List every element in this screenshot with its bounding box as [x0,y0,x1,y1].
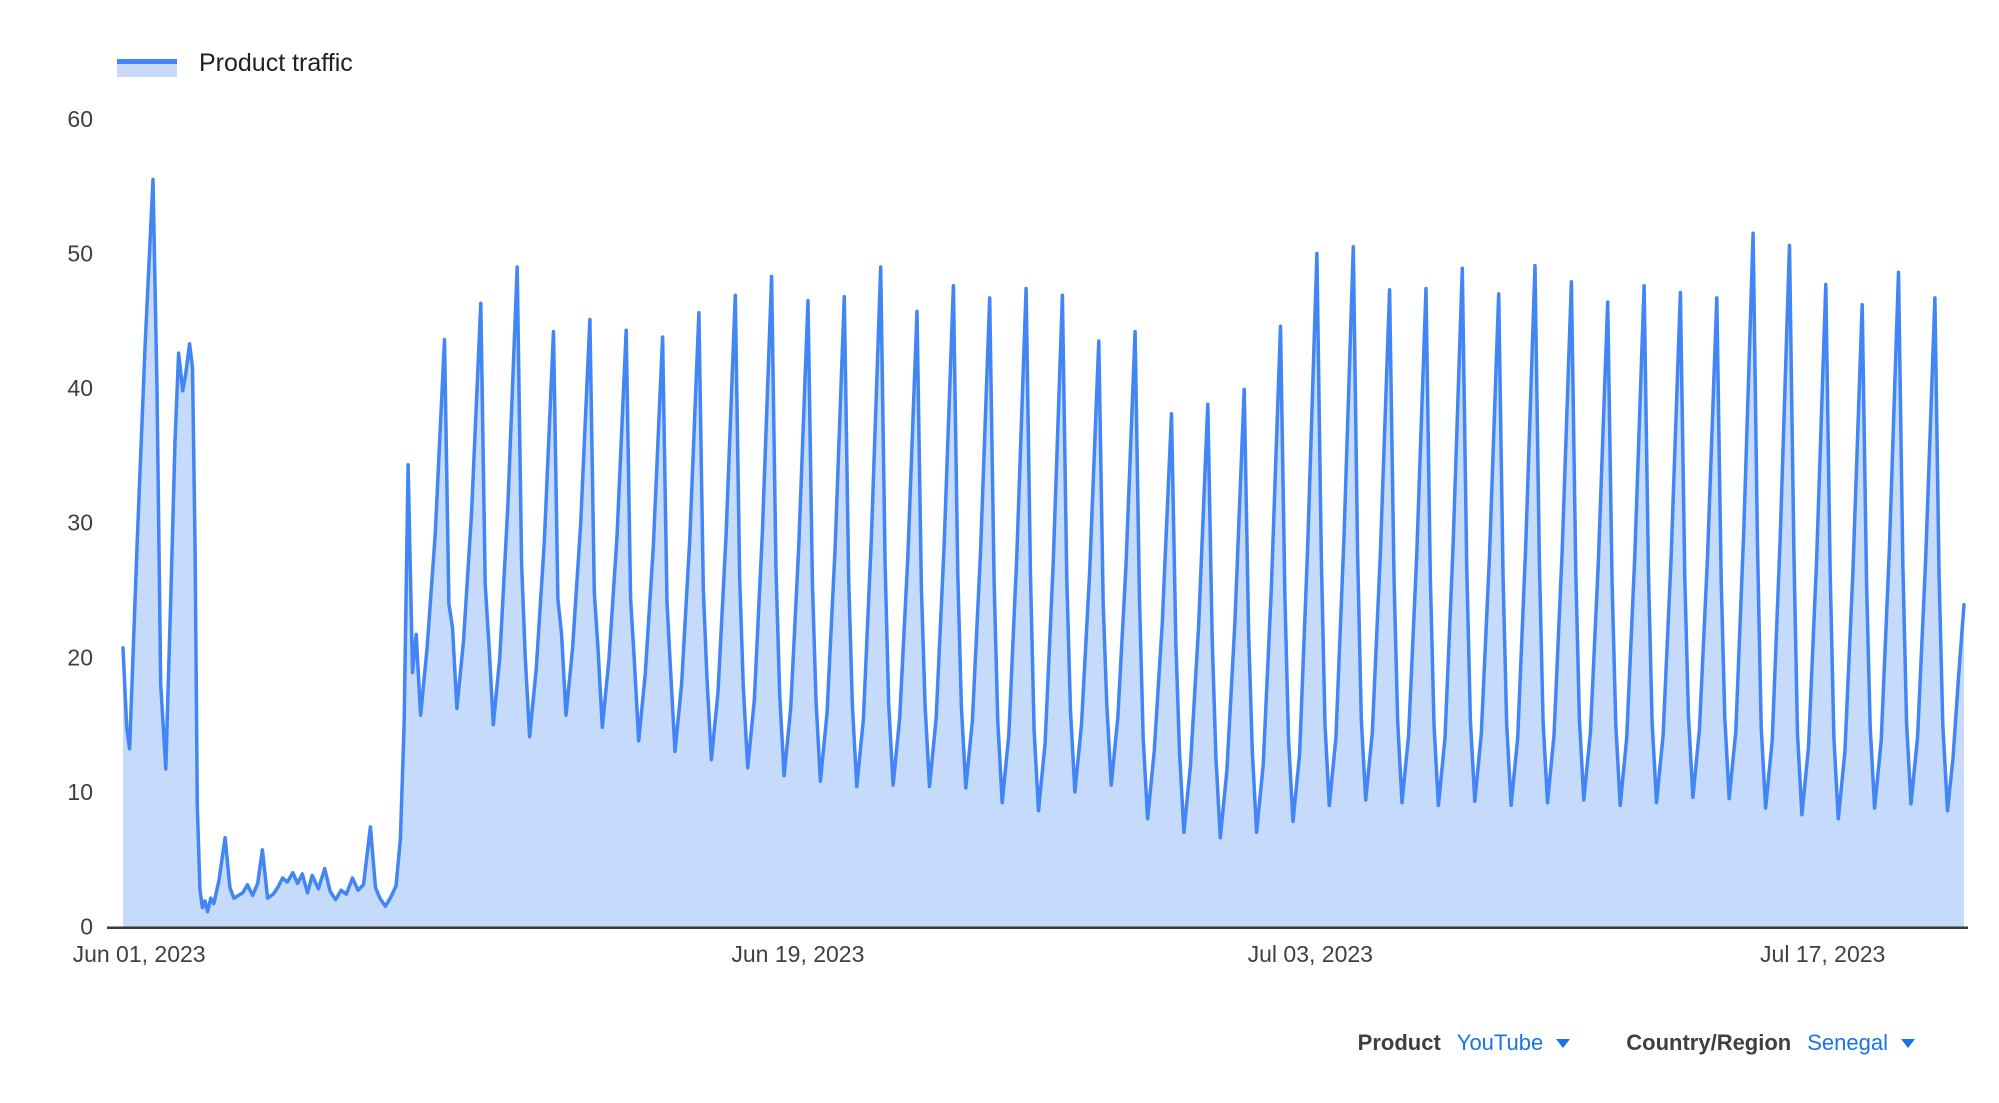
country-region-label: Country/Region [1626,1030,1792,1055]
legend-label: Product traffic [199,49,353,77]
y-tick-label: 30 [67,510,93,536]
y-tick-label: 10 [67,779,93,805]
y-tick-label: 0 [80,914,93,940]
product-select[interactable]: YouTube [1456,1028,1571,1058]
legend: Product traffic [117,48,353,78]
y-tick-label: 20 [67,644,93,670]
product-select-value: YouTube [1456,1030,1544,1055]
country-region-select[interactable]: Senegal [1807,1028,1915,1058]
product-label: Product [1357,1030,1441,1055]
x-tick-label: Jun 01, 2023 [73,941,206,967]
y-tick-label: 40 [67,375,93,401]
country-region-select-value: Senegal [1807,1030,1888,1055]
traffic-line [121,177,1966,914]
filters-bar: Product YouTube Country/Region Senegal [1358,1028,1915,1058]
chevron-down-icon [1901,1038,1915,1048]
x-tick-label: Jul 17, 2023 [1760,941,1885,967]
y-tick-label: 50 [67,241,93,267]
x-tick-label: Jun 19, 2023 [731,941,864,967]
y-tick-label: 60 [67,106,93,132]
traffic-area [123,179,1964,927]
legend-swatch-icon [117,59,177,77]
chevron-down-icon [1556,1038,1571,1048]
x-tick-label: Jul 03, 2023 [1248,941,1373,967]
